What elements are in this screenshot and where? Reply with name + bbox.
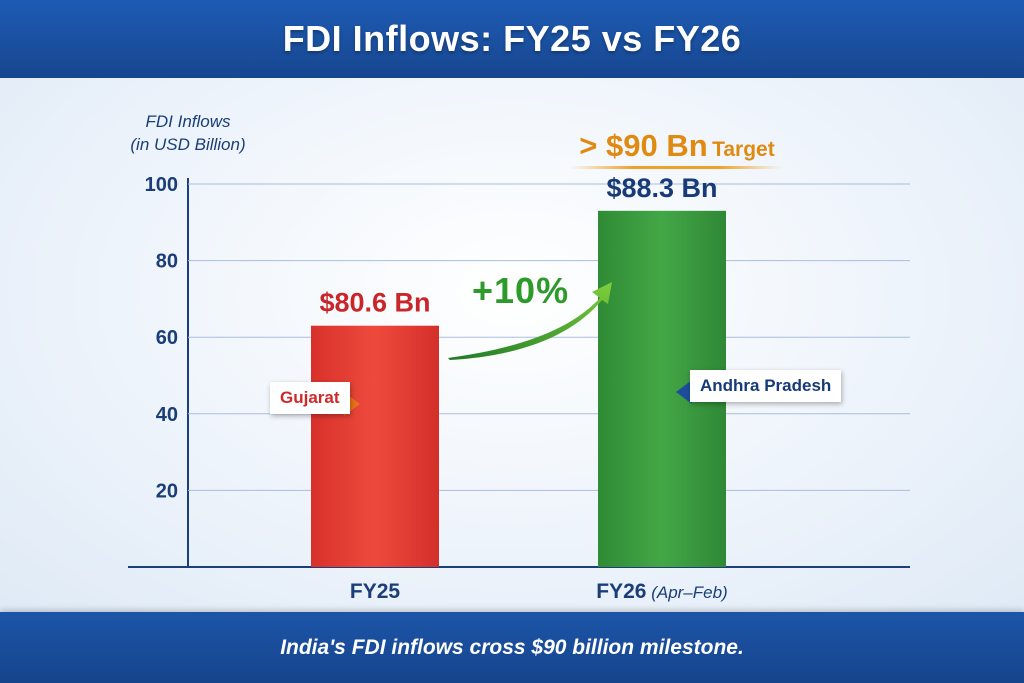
x-tick-label: FY26 (Apr–Feb) [596,580,727,603]
y-tick-label: 80 [156,251,178,273]
growth-arrow [448,282,612,360]
plot-background [0,78,1024,612]
footer-bar: India's FDI inflows cross $90 billion mi… [0,612,1024,683]
y-tick-label: 20 [156,480,178,502]
y-axis-label: FDI Inflows (in USD Billion) [108,110,268,156]
chart-title: FDI Inflows: FY25 vs FY26 [282,18,742,59]
target-annotation: > $90 Bn Target [568,128,786,168]
state-tag-andhra-pradesh: Andhra Pradesh [690,370,842,402]
target-underline [570,166,782,169]
data-label: $80.6 Bn [319,288,430,318]
y-tick-label: 60 [156,327,178,349]
bar-fy25 [311,325,439,567]
y-axis-label-line1: FDI Inflows [145,112,231,131]
location-pin-icon [676,380,692,404]
y-tick-label: 40 [156,404,178,426]
x-tick-label: FY25 [350,580,401,603]
state-tag-gujarat: Gujarat [270,382,350,414]
target-value: > $90 Bn [579,128,708,163]
x-tick-suffix: (Apr–Feb) [646,583,727,602]
y-axis-label-line2: (in USD Billion) [130,135,246,154]
target-label: Target [712,138,775,161]
data-label: $88.3 Bn [606,173,717,203]
growth-label: +10% [472,270,570,311]
y-tick-label: 100 [145,174,178,196]
header-bar: FDI Inflows: FY25 vs FY26 [0,0,1024,78]
footer-caption: India's FDI inflows cross $90 billion mi… [280,635,744,659]
